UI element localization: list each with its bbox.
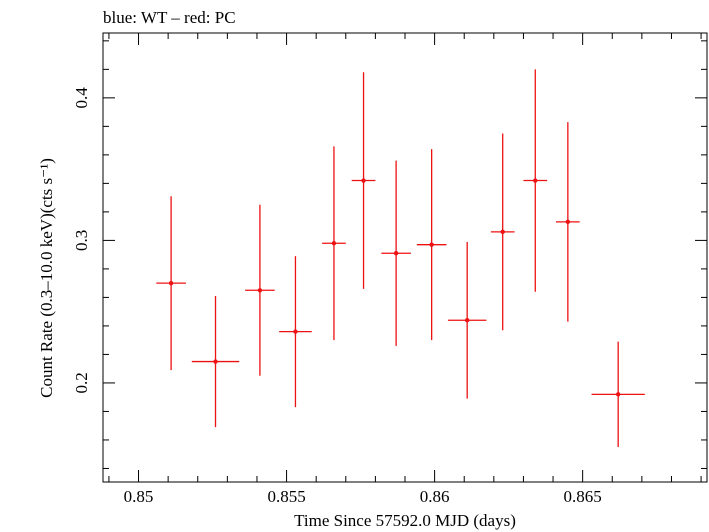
data-point — [245, 204, 275, 376]
data-point — [322, 146, 346, 341]
point-marker — [500, 229, 505, 235]
chart-title: blue: WT – red: PC — [103, 8, 236, 27]
point-marker — [168, 280, 174, 286]
x-axis-label: Time Since 57592.0 MJD (days) — [294, 511, 516, 530]
data-point — [556, 122, 580, 322]
x-tick-label: 0.855 — [267, 487, 305, 506]
point-marker — [257, 288, 263, 293]
x-tick-label: 0.865 — [564, 487, 602, 506]
plot-frame — [102, 32, 708, 483]
point-marker — [464, 318, 470, 323]
data-point — [279, 256, 312, 408]
point-marker — [331, 241, 337, 246]
data-point — [523, 69, 548, 292]
point-marker — [361, 178, 366, 183]
y-tick-label: 0.2 — [72, 372, 91, 393]
data-point — [156, 196, 186, 371]
point-marker — [565, 219, 571, 225]
point-marker — [533, 178, 538, 183]
data-point — [447, 241, 487, 399]
x-tick-label: 0.86 — [420, 487, 450, 506]
y-tick-label: 0.3 — [72, 230, 91, 251]
data-point — [416, 149, 447, 341]
axis-ticks: 0.85 0.855 0.86 0.865 0.2 0.3 0.4 — [72, 33, 707, 506]
point-marker — [615, 392, 621, 397]
point-marker — [293, 329, 298, 334]
point-marker — [393, 251, 399, 256]
point-marker — [213, 359, 218, 364]
data-point — [591, 341, 645, 448]
point-marker — [429, 242, 434, 247]
y-axis-label: Count Rate (0.3–10.0 keV)(cts s⁻¹) — [37, 158, 56, 398]
x-tick-label: 0.85 — [124, 487, 154, 506]
y-tick-label: 0.4 — [72, 87, 91, 109]
data-points — [156, 69, 645, 448]
data-point — [381, 160, 411, 346]
data-point — [191, 295, 240, 428]
data-point — [490, 133, 515, 331]
data-point — [351, 72, 376, 289]
